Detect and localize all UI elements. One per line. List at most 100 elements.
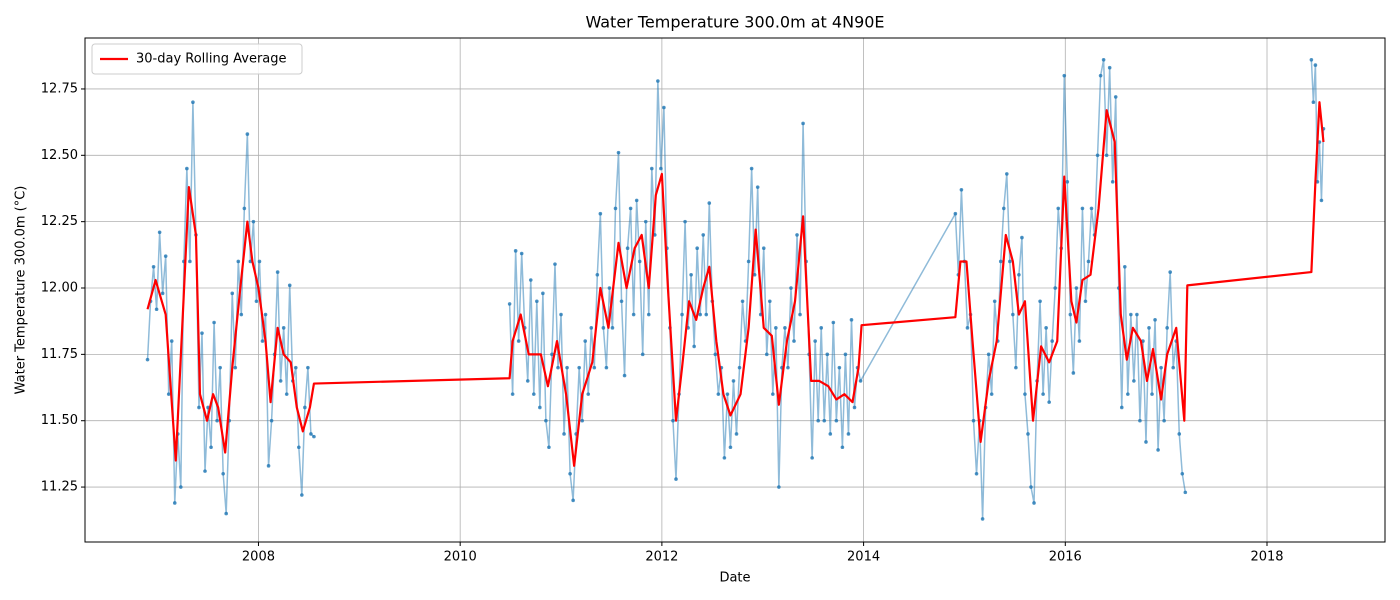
- data-point: [200, 331, 204, 335]
- data-point: [562, 432, 566, 436]
- data-point: [1071, 371, 1076, 375]
- data-point: [837, 365, 842, 370]
- data-point: [1129, 312, 1133, 317]
- legend-label: 30-day Rolling Average: [136, 52, 287, 67]
- data-point: [215, 418, 219, 423]
- data-point: [1020, 235, 1024, 240]
- data-point: [761, 246, 766, 250]
- data-point: [303, 405, 307, 410]
- data-point: [701, 233, 706, 237]
- data-point: [281, 326, 286, 330]
- data-point: [716, 392, 721, 396]
- data-point: [245, 132, 250, 136]
- data-point: [221, 471, 225, 476]
- data-point: [752, 272, 757, 277]
- data-point: [160, 291, 165, 296]
- data-point: [203, 469, 207, 473]
- data-point: [547, 445, 551, 450]
- data-point: [1062, 73, 1067, 78]
- data-point: [1044, 326, 1048, 330]
- data-point: [649, 166, 654, 171]
- data-point: [1026, 432, 1030, 436]
- data-point: [145, 357, 150, 362]
- data-point: [728, 445, 733, 450]
- data-point: [771, 392, 775, 396]
- data-point: [843, 352, 848, 357]
- y-tick-label: 11.25: [41, 480, 78, 495]
- data-point: [707, 201, 712, 205]
- data-point: [510, 392, 515, 396]
- data-point: [828, 432, 833, 436]
- data-point: [598, 211, 603, 216]
- data-point: [601, 326, 606, 330]
- data-point: [662, 105, 666, 110]
- data-point: [172, 501, 177, 505]
- data-point: [1047, 400, 1051, 404]
- data-point: [646, 312, 651, 317]
- data-point: [157, 230, 162, 235]
- data-point: [1095, 153, 1100, 158]
- data-point: [834, 418, 839, 423]
- data-point: [263, 312, 268, 317]
- data-point: [749, 166, 754, 171]
- data-point: [595, 272, 600, 277]
- data-point: [722, 456, 727, 460]
- x-tick-label: 2016: [1049, 550, 1082, 565]
- data-point: [613, 206, 618, 211]
- data-point: [713, 352, 718, 357]
- data-point: [266, 464, 271, 468]
- data-point: [974, 471, 979, 476]
- data-point: [553, 262, 557, 266]
- data-point: [774, 326, 778, 330]
- data-point: [852, 405, 857, 410]
- data-point: [224, 511, 228, 516]
- data-point: [1110, 180, 1115, 184]
- data-point: [695, 246, 699, 250]
- data-point: [737, 365, 742, 370]
- data-point: [568, 471, 572, 476]
- data-point: [1014, 365, 1018, 370]
- data-point: [535, 299, 539, 304]
- data-point: [163, 254, 168, 258]
- data-point: [634, 198, 639, 203]
- data-point: [287, 283, 292, 288]
- data-point: [236, 259, 241, 264]
- data-point: [801, 121, 805, 126]
- data-point: [746, 259, 751, 264]
- data-point: [559, 312, 563, 317]
- data-point: [169, 339, 174, 343]
- y-tick-label: 12.50: [41, 148, 78, 163]
- data-point: [151, 264, 156, 269]
- data-point: [1319, 198, 1324, 203]
- data-point: [251, 219, 256, 224]
- data-point: [1180, 471, 1185, 476]
- data-point: [583, 339, 588, 343]
- data-point: [218, 365, 222, 370]
- data-point: [683, 219, 687, 224]
- data-point: [188, 259, 192, 264]
- legend-box: [91, 43, 303, 75]
- data-point: [610, 326, 615, 330]
- data-point: [571, 498, 575, 503]
- data-point: [1038, 299, 1042, 304]
- data-point: [631, 312, 636, 317]
- data-point: [556, 365, 560, 370]
- data-point: [1001, 206, 1006, 211]
- data-point: [1053, 286, 1058, 290]
- y-tick-label: 12.75: [41, 81, 78, 96]
- data-point: [550, 352, 554, 357]
- data-point: [197, 405, 201, 410]
- data-point: [1080, 206, 1085, 211]
- data-point: [309, 432, 313, 436]
- data-point: [822, 418, 827, 423]
- data-point: [704, 312, 709, 317]
- data-point: [1113, 95, 1118, 99]
- data-point: [810, 456, 814, 460]
- data-point: [1029, 485, 1033, 489]
- data-point: [831, 320, 836, 325]
- data-point: [767, 299, 772, 304]
- data-point: [1183, 490, 1188, 495]
- data-point: [622, 373, 627, 378]
- data-point: [1150, 392, 1154, 396]
